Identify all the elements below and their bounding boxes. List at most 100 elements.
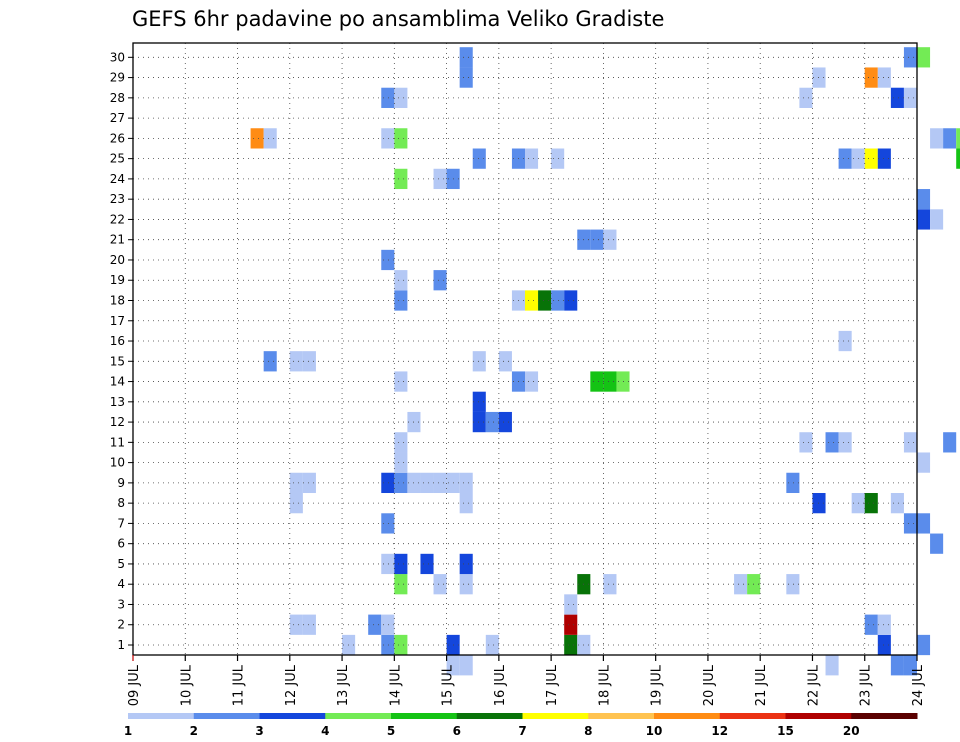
plot-frame [132,42,918,656]
heatmap-cell [394,87,408,108]
x-tick-label: 16 JUL [493,664,508,706]
heatmap-cell [446,655,460,676]
y-tick-label: 4 [117,577,125,591]
heatmap-cell [903,513,917,534]
heatmap-cell [381,472,395,494]
heatmap-cell [381,249,395,271]
y-tick-label: 12 [110,415,125,429]
heatmap-cell [930,128,944,149]
heatmap-cell [394,128,408,149]
colorbar-swatch [588,713,655,719]
heatmap-cell [289,614,303,635]
heatmap-cell [877,614,891,635]
chart-title: GEFS 6hr padavine po ansamblima Veliko G… [132,7,664,31]
heatmap-cell [459,493,473,514]
heatmap-cell [890,655,904,676]
heatmap-cell [864,493,878,514]
colorbar-swatch [522,713,589,719]
y-axis: 1234567891011121314151617181920212223242… [110,50,133,652]
heatmap-cell [943,128,957,149]
y-tick-label: 25 [110,152,125,166]
x-tick-label: 14 JUL [388,664,403,706]
heatmap-cell [289,493,303,514]
heatmap-cell [525,290,539,311]
heatmap-cell [917,634,931,656]
heatmap-cell [917,513,931,534]
heatmap-cell [472,391,486,412]
heatmap-cell [799,432,813,453]
heatmap-cell [263,128,277,149]
colorbar-label: 4 [321,724,329,738]
colorbar-label: 15 [777,724,794,738]
heatmap-cell [603,371,617,392]
x-tick-label: 10 JUL [179,664,194,706]
heatmap-cell [917,452,931,473]
heatmap-cell [786,574,800,595]
heatmap-cell [381,128,395,149]
y-tick-label: 22 [110,212,125,226]
heatmap-cell [420,472,434,494]
heatmap-cell [564,614,578,635]
heatmap-cell [394,290,408,311]
colorbar-swatch [193,713,260,719]
y-tick-label: 9 [117,476,125,490]
heatmap-cell [433,574,447,595]
heatmap-cell [472,148,486,169]
heatmap-cell [459,67,473,88]
heatmap-cell [812,67,826,88]
heatmap-cell [472,351,486,372]
heatmap-cell [917,47,931,68]
heatmap-cell [890,87,904,108]
y-tick-label: 2 [117,618,125,632]
y-tick-label: 21 [110,233,125,247]
heatmap-cell [394,270,408,291]
colorbar-label: 10 [646,724,663,738]
y-tick-label: 23 [110,192,125,206]
heatmap-cell [368,614,382,635]
heatmap-cell [838,148,852,169]
heatmap-cells [250,47,960,676]
heatmap-cell [394,168,408,190]
heatmap-cell [394,452,408,473]
colorbar-label: 6 [453,724,461,738]
y-tick-label: 26 [110,131,125,145]
colorbar-swatch [456,713,523,719]
heatmap-cell [525,148,539,169]
heatmap-cell [472,411,486,433]
heatmap-cell [551,148,565,169]
colorbar-label: 1 [124,724,132,738]
y-tick-label: 19 [110,273,125,287]
heatmap-cell [381,614,395,635]
heatmap-cell [903,432,917,453]
heatmap-cell [289,351,303,372]
heatmap-cell [590,229,604,250]
heatmap-cell [381,553,395,575]
heatmap-cell [250,128,264,149]
heatmap-cell [734,574,748,595]
colorbar-swatch [719,713,786,719]
heatmap-cell [551,290,565,311]
colorbar-label: 20 [843,724,860,738]
heatmap-cell [930,209,944,230]
heatmap-cell [538,290,552,311]
heatmap-cell [459,655,473,676]
heatmap-cell [459,472,473,494]
y-tick-label: 16 [110,334,125,348]
heatmap-cell [838,432,852,453]
y-tick-label: 14 [110,375,125,389]
colorbar-swatch [325,713,392,719]
heatmap-cell [917,209,931,230]
y-tick-label: 29 [110,71,125,85]
y-tick-label: 10 [110,456,125,470]
heatmap-cell [864,614,878,635]
colorbar-label: 8 [584,724,592,738]
x-tick-label: 22 JUL [806,664,821,706]
heatmap-cell [394,371,408,392]
heatmap-cell [394,472,408,494]
y-tick-label: 11 [110,435,125,449]
heatmap-cell [943,432,957,453]
x-axis: 09 JUL 10 JUL 11 JUL 12 JUL 13 JUL 14 JUL 15 J… [127,655,926,706]
heatmap-cell [838,330,852,352]
x-tick-label: 17 JUL [545,664,560,706]
heatmap-cell [956,148,960,169]
